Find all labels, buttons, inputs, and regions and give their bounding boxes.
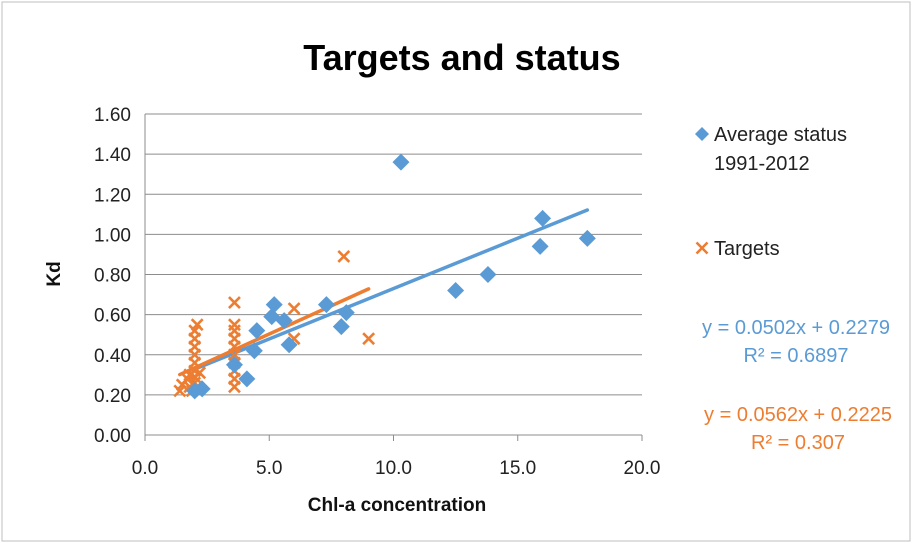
- y-axis-title: Kd: [44, 261, 65, 286]
- point-series-0-11: [332, 318, 350, 336]
- point-series-1-14-stroke-b: [190, 318, 204, 332]
- legend-marker-average-status: [695, 127, 709, 141]
- point-series-1-29-stroke-b: [337, 250, 351, 263]
- point-series-1-16-stroke-b: [193, 366, 207, 380]
- point-series-1-30-stroke-b: [362, 332, 376, 346]
- x-tick-label-0: 0.0: [132, 458, 158, 479]
- trendlines: [178, 208, 590, 377]
- point-series-1-25: [228, 318, 241, 332]
- point-series-0-10: [317, 296, 335, 314]
- y-tick-label-7: 1.40: [94, 145, 131, 166]
- point-series-0-3: [238, 370, 256, 388]
- point-series-0-4: [245, 342, 263, 360]
- point-series-0-2: [225, 356, 243, 374]
- point-series-0-9: [280, 336, 298, 354]
- trendline-series-1: [178, 287, 371, 377]
- point-series-0-1: [193, 380, 211, 398]
- equation-targets: y = 0.0562x + 0.2225: [704, 404, 892, 426]
- y-tick-label-0: 0.00: [94, 426, 131, 447]
- point-series-1-16: [193, 366, 207, 380]
- point-series-0-12: [337, 304, 355, 322]
- r2-targets: R² = 0.307: [751, 432, 845, 454]
- legend-label-targets: Targets: [714, 238, 780, 260]
- legend-label-average-status-line2: 1991-2012: [714, 153, 810, 175]
- y-tick-label-8: 1.60: [94, 105, 131, 126]
- x-tick-label-3: 15.0: [499, 458, 536, 479]
- point-series-0-5: [248, 322, 266, 340]
- point-series-0-8: [275, 312, 293, 330]
- legend-label-average-status-line1: Average status: [714, 124, 847, 146]
- axes: 0.00 0.20 0.40 0.60 0.80 1.00 1.20 1.40 1.60 0.0 5…: [94, 105, 660, 479]
- point-series-0-13: [392, 153, 410, 171]
- point-series-1-26-stroke-b: [228, 296, 241, 310]
- legend-marker-targets: [695, 241, 709, 255]
- x-tick-label-2: 10.0: [375, 458, 412, 479]
- point-series-1-14: [190, 318, 204, 332]
- y-tick-label-1: 0.20: [94, 386, 131, 407]
- point-series-1-28-stroke-b: [287, 302, 301, 316]
- point-series-0-17: [534, 209, 552, 227]
- equation-average-status: y = 0.0502x + 0.2279: [702, 317, 890, 339]
- y-tick-label-3: 0.60: [94, 306, 131, 327]
- legend-marker-targets-x-stroke-b: [695, 241, 709, 255]
- r2-average-status: R² = 0.6897: [743, 345, 848, 367]
- y-tick-label-5: 1.00: [94, 225, 131, 246]
- legend: Average status 1991-2012 Targets: [695, 124, 847, 260]
- point-series-0-7: [265, 296, 283, 314]
- x-axis-title: Chl-a concentration: [308, 495, 486, 516]
- legend-marker-targets-x: [695, 241, 709, 255]
- point-series-1-29: [337, 250, 351, 263]
- point-series-1-26: [228, 296, 241, 310]
- trendline-series-0: [192, 208, 590, 371]
- point-series-1-25-stroke-b: [228, 318, 241, 332]
- point-series-1-28: [287, 302, 301, 316]
- chart-title: Targets and status: [303, 37, 620, 78]
- point-series-0-18: [578, 229, 596, 247]
- x-tick-label-4: 20.0: [624, 458, 661, 479]
- point-series-1-30: [362, 332, 376, 346]
- point-series-0-14: [447, 282, 465, 300]
- point-series-0-16: [531, 237, 549, 255]
- data-points: [173, 153, 596, 400]
- y-tick-label-2: 0.40: [94, 346, 131, 367]
- y-tick-label-6: 1.20: [94, 185, 131, 206]
- point-series-0-15: [479, 266, 497, 283]
- x-tick-label-1: 5.0: [256, 458, 282, 479]
- trendline-equations: y = 0.0502x + 0.2279 R² = 0.6897 y = 0.0…: [702, 317, 892, 454]
- y-tick-label-4: 0.80: [94, 266, 131, 287]
